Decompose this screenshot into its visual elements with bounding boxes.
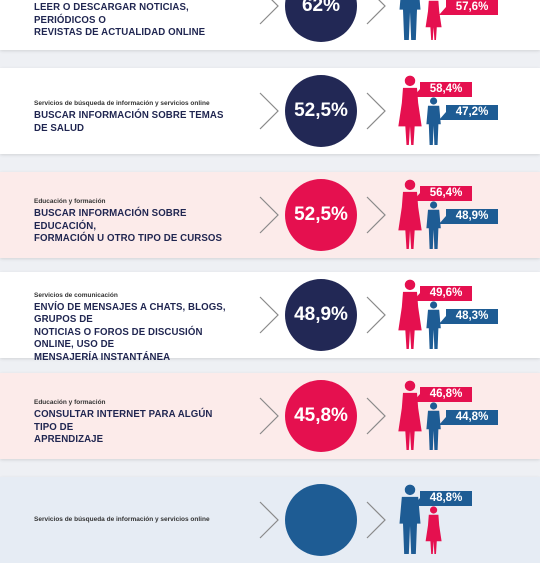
stat-row: Servicios de búsqueda de información y s… [0,477,540,563]
female-icon [398,279,422,349]
activity-title-line: BUSCAR INFORMACIÓN SOBRE TEMAS DE SALUD [34,109,224,134]
female-percentage-badge: 46,8% [413,387,472,402]
female-percentage-badge: 58,4% [413,82,472,97]
chevron-right-icon [366,501,386,539]
category-label: Servicios de búsqueda de información y s… [34,515,210,523]
female-icon [425,0,442,40]
male-percentage-badge: 48,8% [413,491,472,506]
activity-title-line: FORMACIÓN U OTRO TIPO DE CURSOS [34,232,223,244]
male-icon [426,97,441,145]
male-percentage-badge: 47,2% [439,105,498,120]
total-percentage: 62% [301,0,341,16]
female-icon [425,506,442,554]
total-percentage: 45,8% [294,405,348,426]
activity-title-line: ENVÍO DE MENSAJES A CHATS, BLOGS, GRUPOS… [34,300,226,326]
female-percentage-badge: 49,6% [413,286,472,301]
total-percentage-circle: 52,5% [285,75,357,147]
chevron-right-icon [366,92,386,130]
activity-title: BUSCAR INFORMACIÓN SOBRE TEMAS DE SALUD [34,109,236,134]
activity-title: ENVÍO DE MENSAJES A CHATS, BLOGS, GRUPOS… [34,301,236,364]
chevron-right-icon [366,397,386,435]
stat-row: Servicios de comunicación ENVÍO DE MENSAJ… [0,272,540,363]
total-percentage: 52,5% [294,204,348,225]
male-icon [426,301,441,349]
total-percentage-circle [285,484,357,556]
chevron-right-icon [259,0,279,25]
chevron-right-icon [259,92,279,130]
category-label: Servicios de búsqueda de información y s… [34,100,210,108]
activity-title-line: CONSULTAR INTERNET PARA ALGÚN TIPO DE [34,408,213,433]
male-percentage-badge: 48,3% [439,309,498,324]
activity-title: BUSCAR INFORMACIÓN SOBRE EDUCACIÓN, FORMA… [34,207,236,245]
female-icon [398,380,422,450]
activity-title-line: LEER O DESCARGAR NOTICIAS, PERIÓDICOS O [34,1,189,26]
chevron-right-icon [366,0,386,25]
chevron-right-icon [366,296,386,334]
total-percentage-circle: 52,5% [285,179,357,251]
chevron-right-icon [366,196,386,234]
activity-title-line: REVISTAS DE ACTUALIDAD ONLINE [34,26,206,38]
chevron-right-icon [259,501,279,539]
chevron-right-icon [259,196,279,234]
activity-title-line: NOTICIAS O FOROS DE DISCUSIÓN ONLINE, US… [34,325,203,351]
stat-row: Educación y formación BUSCAR INFORMACIÓN … [0,172,540,258]
activity-title-line: APRENDIZAJE [34,433,104,445]
total-percentage: 52,5% [294,100,348,121]
stat-row: Educación y formación CONSULTAR INTERNET … [0,373,540,459]
activity-title: CONSULTAR INTERNET PARA ALGÚN TIPO DE APR… [34,408,236,446]
category-label: Educación y formación [34,399,106,406]
chevron-right-icon [259,397,279,435]
male-icon [399,0,421,40]
male-icon [426,402,441,450]
female-percentage-badge: 56,4% [413,186,472,201]
activity-title-line: BUSCAR INFORMACIÓN SOBRE EDUCACIÓN, [34,207,187,232]
female-icon [398,75,422,145]
chevron-right-icon [259,296,279,334]
total-percentage-circle: 62% [285,0,357,42]
female-icon [398,179,422,249]
male-percentage-badge: 48,9% [439,209,498,224]
male-icon [426,201,441,249]
total-percentage-circle: 45,8% [285,380,357,452]
total-percentage: 48,9% [294,304,348,325]
category-label: Servicios de comunicación [34,291,118,299]
category-label: Educación y formación [34,198,106,205]
activity-title-line: MENSAJERÍA INSTANTÁNEA [34,350,171,363]
male-percentage-badge: 44,8% [439,410,498,425]
stat-row: Servicios de búsqueda de información y s… [0,68,540,154]
female-percentage-badge: 57,6% [439,0,498,15]
total-percentage-circle: 48,9% [285,279,357,351]
